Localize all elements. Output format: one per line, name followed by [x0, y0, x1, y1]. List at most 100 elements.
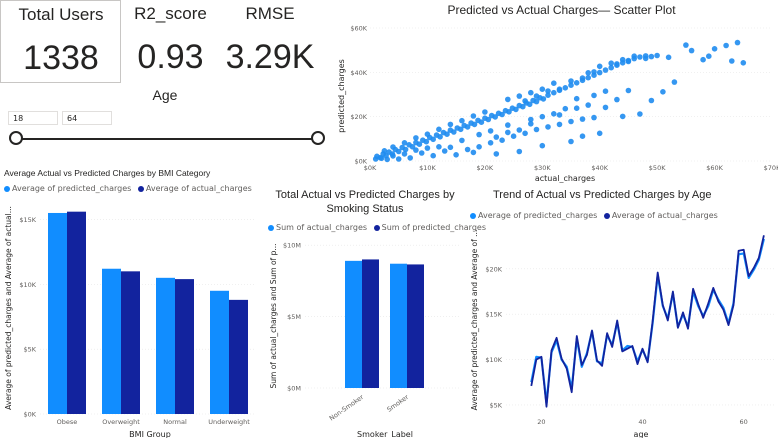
age-slider-track[interactable] [16, 138, 318, 140]
scatter-point [619, 56, 626, 63]
scatter-point [499, 111, 505, 118]
age-y-axis-label: Average of predicted_charges and Average… [470, 230, 479, 411]
scatter-x-tick-label: $70K [764, 164, 778, 172]
smoking-x-axis-label: Smoker_Label [357, 430, 413, 438]
scatter-point [423, 138, 430, 145]
scatter-point [493, 134, 500, 140]
scatter-point [487, 140, 494, 146]
legend-label: Average of actual_charges [145, 184, 252, 193]
smoking-chart-title: Total Actual vs Predicted Charges by Smo… [265, 188, 465, 216]
smoking-chart-title-line1: Total Actual vs Predicted Charges by [275, 189, 455, 201]
scatter-point [476, 131, 482, 138]
scatter-point [372, 156, 379, 162]
scatter-point [579, 133, 586, 139]
scatter-point [602, 104, 609, 111]
legend-dot-actual [137, 185, 144, 192]
scatter-point [625, 58, 632, 65]
age-slider-handle-min[interactable] [9, 131, 23, 145]
bmi-x-tick-label: Underweight [208, 418, 250, 426]
bmi-x-tick-label: Overweight [102, 418, 140, 426]
scatter-point [505, 96, 511, 103]
kpi-card-total-users: Total Users 1338 [0, 0, 121, 83]
scatter-point [444, 131, 450, 137]
age-chart-title: Trend of Actual vs Predicted Charges by … [493, 189, 712, 201]
legend-dot-predicted [4, 185, 10, 192]
scatter-point [540, 96, 547, 102]
kpi-title: R2_score [134, 4, 207, 23]
scatter-point [562, 105, 569, 112]
scatter-x-tick-label: $40K [591, 164, 608, 172]
bmi-bar [102, 268, 121, 414]
bmi-bar [67, 211, 86, 414]
scatter-point [506, 109, 512, 115]
scatter-point [522, 130, 528, 137]
scatter-point [453, 152, 459, 158]
kpi-value: 0.93 [137, 38, 204, 76]
scatter-point [413, 135, 419, 141]
smoking-bar [407, 264, 424, 388]
scatter-point [441, 148, 448, 154]
age-slicer[interactable]: Age 18 64 [0, 84, 330, 154]
scatter-point [660, 89, 666, 95]
bmi-chart-title: Average Actual vs Predicted Charges by B… [4, 168, 211, 178]
scatter-point [740, 60, 747, 66]
scatter-point [526, 101, 533, 108]
age-line-actual [530, 235, 765, 408]
scatter-point [447, 144, 454, 151]
scatter-point [510, 133, 517, 139]
scatter-point [424, 131, 431, 137]
age-x-tick-label: 40 [638, 418, 646, 426]
scatter-point [568, 118, 574, 125]
age-x-axis-label: age [634, 430, 649, 438]
scatter-x-tick-label: $30K [534, 164, 551, 172]
scatter-point [648, 97, 655, 104]
scatter-point [700, 56, 706, 63]
scatter-point [418, 150, 425, 156]
scatter-point [464, 146, 471, 153]
scatter-point [545, 92, 551, 98]
scatter-point [520, 103, 526, 110]
scatter-point [637, 54, 643, 60]
scatter-point [516, 148, 523, 155]
bmi-y-tick-label: $0K [23, 411, 36, 419]
legend-dot-predicted [470, 212, 476, 219]
scatter-point [451, 129, 457, 135]
scatter-point [551, 111, 557, 117]
age-max-input[interactable]: 64 [62, 111, 112, 125]
bmi-bar [229, 299, 248, 414]
legend-label: Average of actual_charges [611, 211, 718, 220]
age-min-input[interactable]: 18 [8, 111, 58, 125]
scatter-point [591, 92, 597, 99]
scatter-x-tick-label: $60K [706, 164, 723, 172]
smoking-bar [390, 263, 407, 388]
scatter-point [478, 119, 485, 125]
scatter-point [516, 93, 523, 99]
smoking-chart-legend: Sum of actual_charges Sum of predicted_c… [268, 223, 490, 232]
bmi-y-tick-label: $5K [23, 346, 36, 354]
scatter-point [585, 74, 591, 81]
scatter-point [585, 70, 591, 76]
scatter-point [637, 111, 643, 117]
scatter-point [464, 124, 471, 130]
smoking-y-tick-label: $5M [287, 313, 301, 321]
bmi-bar [156, 277, 175, 414]
smoking-chart: Non-Smoker Smoker $0M $5M $10M Smoker_Label… [269, 242, 460, 438]
scatter-point [665, 54, 672, 61]
age-chart-legend: Average of predicted_charges Average of … [470, 211, 722, 220]
scatter-point [457, 126, 464, 133]
scatter-point [648, 53, 655, 60]
scatter-point [573, 80, 580, 86]
bmi-x-tick-label: Obese [57, 418, 78, 426]
kpi-value: 3.29K [225, 38, 315, 76]
scatter-point [608, 64, 614, 71]
age-slider-handle-max[interactable] [311, 131, 325, 145]
scatter-point [723, 42, 729, 49]
scatter-point [493, 151, 500, 157]
scatter-point [533, 98, 540, 105]
smoking-y-tick-label: $0M [287, 385, 301, 393]
scatter-point [619, 113, 626, 120]
smoking-y-axis-label: Sum of actual_charges and Sum of p... [269, 244, 278, 389]
scatter-point [596, 69, 603, 76]
scatter-point [424, 145, 431, 151]
scatter-point [447, 121, 454, 128]
